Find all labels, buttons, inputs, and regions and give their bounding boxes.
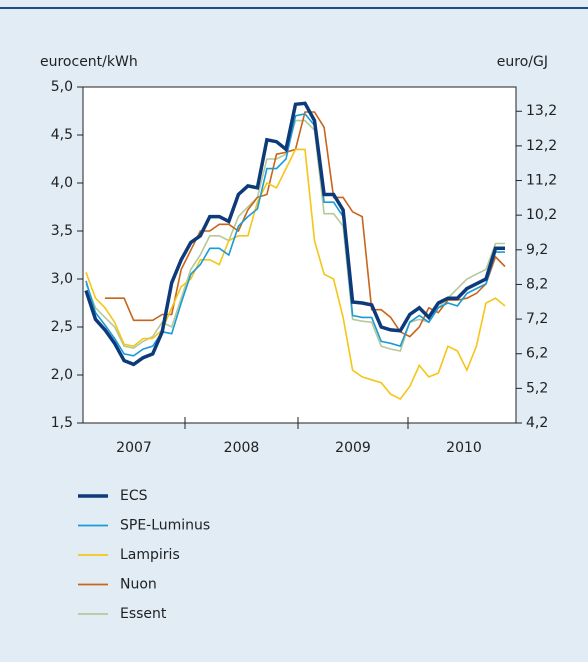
legend-label: Essent bbox=[120, 606, 167, 622]
y2-axis-label: euro/GJ bbox=[497, 54, 548, 70]
y2-tick-label: 6,2 bbox=[526, 346, 548, 362]
legend-label: Lampiris bbox=[120, 547, 180, 563]
y-tick-label: 3,5 bbox=[51, 223, 73, 239]
series-line bbox=[105, 111, 506, 338]
x-tick-label: 2009 bbox=[335, 440, 371, 456]
y2-tick-label: 10,2 bbox=[526, 207, 557, 223]
y-tick-label: 2,0 bbox=[51, 367, 73, 383]
legend-label: ECS bbox=[120, 488, 148, 504]
y-tick-label: 1,5 bbox=[51, 415, 73, 431]
legend-label: Nuon bbox=[120, 577, 157, 593]
y-tick-label: 4,0 bbox=[51, 175, 73, 191]
series-line bbox=[85, 148, 506, 401]
top-rule bbox=[0, 7, 588, 9]
series-line bbox=[84, 101, 505, 367]
y2-tick-label: 11,2 bbox=[526, 173, 557, 189]
y-tick-label: 4,5 bbox=[51, 127, 73, 143]
y-tick-label: 5,0 bbox=[51, 79, 73, 95]
y2-tick-label: 13,2 bbox=[526, 103, 557, 119]
y-axis-label: eurocent/kWh bbox=[40, 54, 138, 70]
y2-tick-label: 8,2 bbox=[526, 276, 548, 292]
y-tick-label: 2,5 bbox=[51, 319, 73, 335]
y2-tick-label: 9,2 bbox=[526, 242, 548, 258]
x-tick-label: 2008 bbox=[224, 440, 260, 456]
y2-tick-label: 4,2 bbox=[526, 415, 548, 431]
y2-tick-label: 12,2 bbox=[526, 138, 557, 154]
plot-area bbox=[82, 86, 517, 424]
x-tick-label: 2007 bbox=[116, 440, 152, 456]
y-tick-label: 3,0 bbox=[51, 271, 73, 287]
legend-label: SPE-Luminus bbox=[120, 518, 210, 534]
y2-tick-label: 7,2 bbox=[526, 311, 548, 327]
x-tick-label: 2010 bbox=[446, 440, 482, 456]
series-line bbox=[85, 113, 505, 357]
y2-tick-label: 5,2 bbox=[526, 380, 548, 396]
